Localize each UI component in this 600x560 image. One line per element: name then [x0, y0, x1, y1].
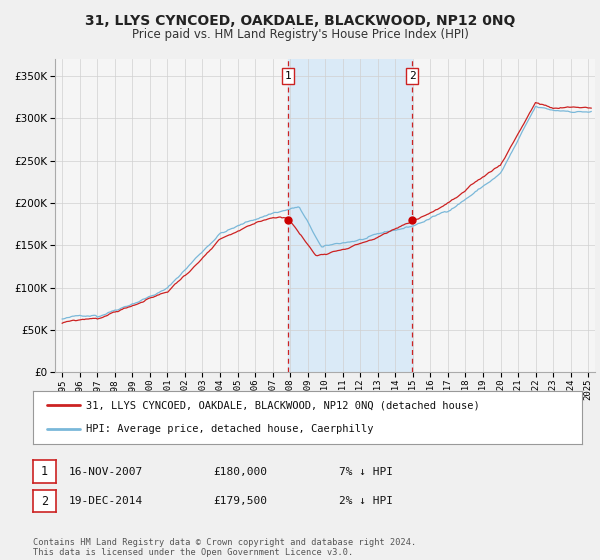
Text: 31, LLYS CYNCOED, OAKDALE, BLACKWOOD, NP12 0NQ (detached house): 31, LLYS CYNCOED, OAKDALE, BLACKWOOD, NP…: [86, 400, 480, 410]
Text: 2: 2: [409, 71, 416, 81]
Text: Contains HM Land Registry data © Crown copyright and database right 2024.
This d: Contains HM Land Registry data © Crown c…: [33, 538, 416, 557]
Text: 7% ↓ HPI: 7% ↓ HPI: [339, 466, 393, 477]
Text: HPI: Average price, detached house, Caerphilly: HPI: Average price, detached house, Caer…: [86, 424, 374, 435]
Text: 1: 1: [284, 71, 292, 81]
Bar: [288, 59, 412, 372]
Text: £179,500: £179,500: [213, 496, 267, 506]
Text: 16-NOV-2007: 16-NOV-2007: [69, 466, 143, 477]
Text: 31, LLYS CYNCOED, OAKDALE, BLACKWOOD, NP12 0NQ: 31, LLYS CYNCOED, OAKDALE, BLACKWOOD, NP…: [85, 14, 515, 28]
Text: 2% ↓ HPI: 2% ↓ HPI: [339, 496, 393, 506]
Text: 2: 2: [41, 494, 48, 508]
Text: Price paid vs. HM Land Registry's House Price Index (HPI): Price paid vs. HM Land Registry's House …: [131, 28, 469, 41]
Text: 19-DEC-2014: 19-DEC-2014: [69, 496, 143, 506]
Text: £180,000: £180,000: [213, 466, 267, 477]
Text: 1: 1: [41, 465, 48, 478]
